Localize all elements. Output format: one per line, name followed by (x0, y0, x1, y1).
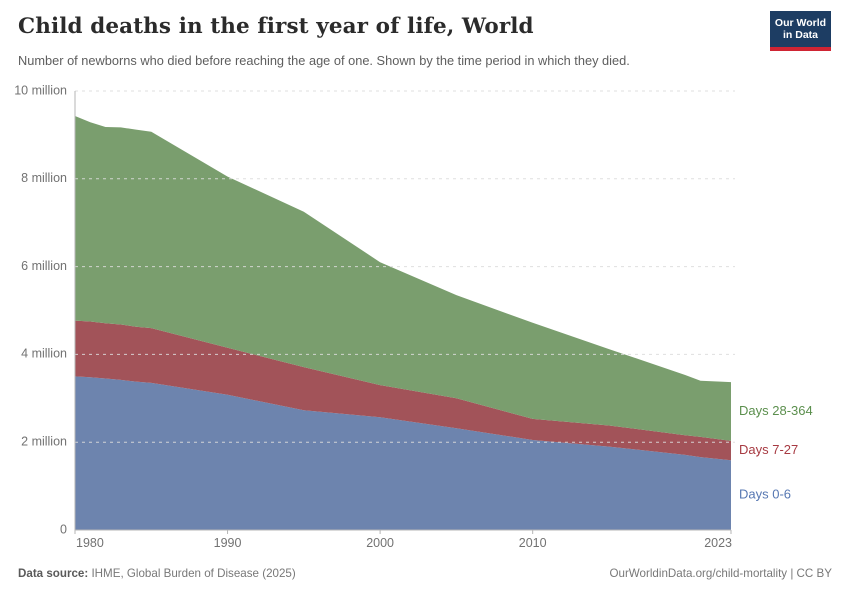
owid-logo-text: Our World in Data (774, 16, 827, 41)
data-source-value: IHME, Global Burden of Disease (2025) (88, 567, 296, 580)
x-tick-label: 1990 (214, 536, 242, 547)
y-tick-label: 10 million (14, 85, 67, 97)
y-tick-label: 8 million (21, 171, 67, 185)
legend-label-days-7-27[interactable]: Days 7-27 (739, 442, 798, 457)
legend-label-days-28-364[interactable]: Days 28-364 (739, 403, 813, 418)
data-source: Data source: IHME, Global Burden of Dise… (18, 567, 296, 580)
owid-link[interactable]: OurWorldinData.org/child-mortality | CC … (609, 567, 832, 580)
chart-svg[interactable]: 0 2 million 4 million 6 million 8 million 10 … (0, 83, 850, 550)
area-days-28-364[interactable] (75, 116, 731, 441)
x-tick-label: 1980 (76, 536, 104, 547)
data-source-label: Data source: (18, 567, 89, 580)
stacked-area-chart[interactable]: 0 2 million 4 million 6 million 8 million 10 … (0, 83, 850, 550)
page-title: Child deaths in the first year of life, … (18, 14, 534, 39)
x-tick-label: 2023 (704, 536, 732, 547)
x-tick-label: 2010 (519, 536, 547, 547)
x-tick-label: 2000 (366, 536, 394, 547)
y-tick-label: 0 (60, 522, 67, 536)
chart-footer: Data source: IHME, Global Burden of Dise… (18, 567, 832, 580)
chart-subtitle: Number of newborns who died before reach… (18, 53, 630, 68)
area-days-0-6[interactable] (75, 376, 731, 530)
area-days-7-27[interactable] (75, 320, 731, 461)
owid-logo[interactable]: Our World in Data (770, 11, 831, 51)
legend-label-days-0-6[interactable]: Days 0-6 (739, 487, 791, 502)
y-tick-label: 2 million (21, 434, 67, 448)
y-tick-label: 4 million (21, 347, 67, 361)
y-tick-label: 6 million (21, 259, 67, 273)
